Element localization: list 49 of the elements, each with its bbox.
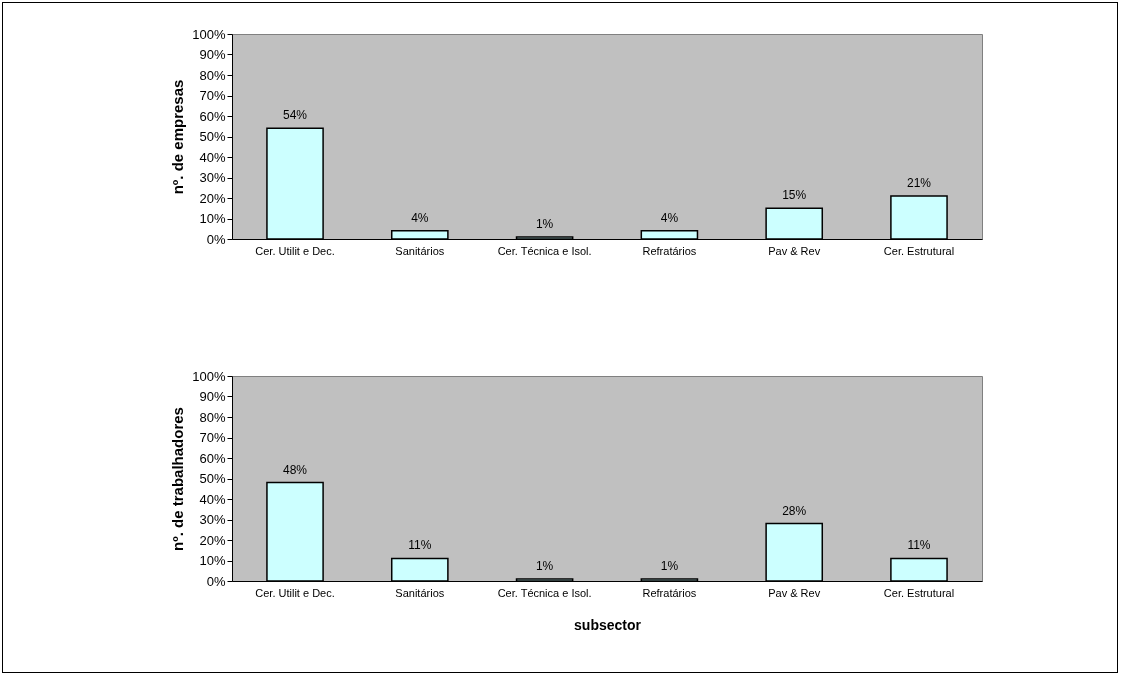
- data-label: 11%: [907, 538, 931, 553]
- y-tick-label: 10%: [199, 553, 226, 568]
- y-tick-label: 20%: [199, 532, 226, 548]
- data-label: 1%: [535, 216, 554, 231]
- y-tick-label: 0%: [206, 231, 226, 247]
- data-label: 11%: [408, 538, 432, 553]
- data-label: 1%: [660, 558, 679, 573]
- y-axis-title: nº. de empresas: [169, 79, 187, 195]
- y-tick-label: 60%: [199, 450, 226, 466]
- data-label: 54%: [283, 108, 308, 123]
- y-axis-title: nº. de trabalhadores: [169, 407, 187, 551]
- y-tick-label: 100%: [192, 26, 226, 42]
- x-tick-label: Sanitários: [395, 244, 445, 257]
- y-tick-label: 10%: [199, 211, 226, 226]
- x-tick-label: Refratários: [642, 244, 697, 257]
- x-tick-label: Refratários: [642, 586, 697, 599]
- y-tick-label: 50%: [199, 129, 226, 144]
- data-label: 28%: [782, 503, 807, 518]
- y-tick-label: 70%: [199, 430, 226, 445]
- data-label: 1%: [535, 558, 554, 573]
- y-tick-label: 50%: [199, 471, 226, 486]
- x-tick-label: Pav & Rev: [768, 586, 821, 599]
- y-tick-label: 70%: [199, 88, 226, 103]
- y-tick-label: 100%: [192, 368, 226, 384]
- data-label: 21%: [906, 175, 932, 190]
- y-tick-label: 60%: [199, 108, 226, 124]
- x-tick-label: Pav & Rev: [768, 244, 821, 257]
- y-tick-label: 80%: [199, 67, 226, 83]
- y-tick-label: 90%: [199, 47, 226, 62]
- y-tick-label: 40%: [199, 149, 226, 165]
- data-label: 4%: [411, 210, 429, 225]
- y-tick-label: 0%: [206, 573, 226, 589]
- x-axis-title: subsector: [574, 616, 642, 633]
- x-tick-label: Cer. Estrutural: [883, 586, 955, 599]
- x-tick-label: Cer. Técnica e Isol.: [497, 244, 592, 257]
- x-tick-label: Cer. Utilit e Dec.: [255, 244, 335, 257]
- x-tick-label: Cer. Utilit e Dec.: [255, 586, 335, 599]
- y-tick-label: 30%: [199, 512, 226, 527]
- y-tick-label: 40%: [199, 491, 226, 507]
- data-label: 15%: [782, 188, 807, 203]
- y-tick-label: 90%: [199, 389, 226, 404]
- y-tick-label: 80%: [199, 409, 226, 425]
- x-tick-label: Cer. Estrutural: [883, 244, 955, 257]
- x-tick-label: Cer. Técnica e Isol.: [497, 586, 592, 599]
- y-tick-label: 20%: [199, 190, 226, 206]
- x-tick-label: Sanitários: [395, 586, 445, 599]
- data-label: 48%: [283, 462, 308, 477]
- y-tick-label: 30%: [199, 170, 226, 185]
- data-label: 4%: [660, 210, 679, 225]
